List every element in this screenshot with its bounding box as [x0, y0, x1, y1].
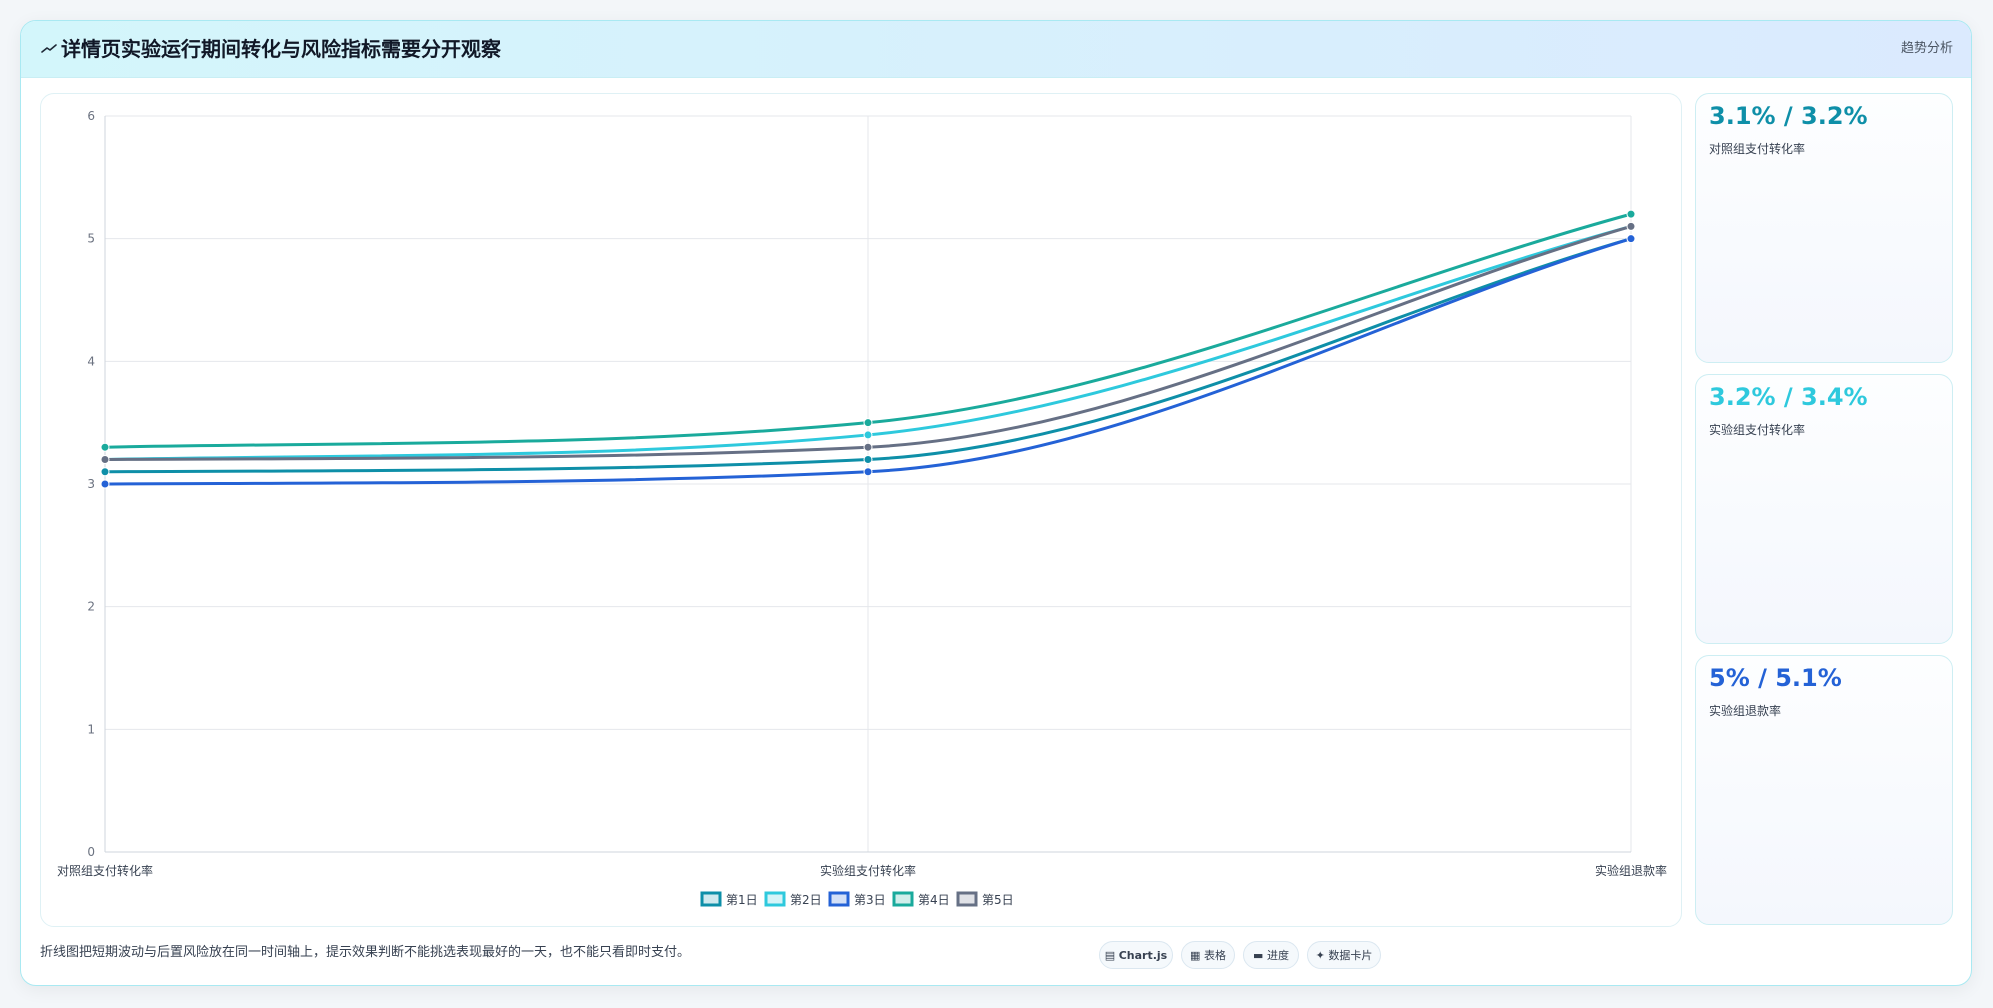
legend-swatch	[764, 891, 786, 907]
stat-label: 对照组支付转化率	[1709, 142, 1806, 156]
progress-chip[interactable]: ▬ 进度	[1243, 941, 1299, 969]
legend-swatch	[828, 891, 850, 907]
chartjs-chip[interactable]: ▤ Chart.js	[1099, 941, 1173, 969]
stat-label: 实验组支付转化率	[1709, 423, 1806, 437]
stat-card-3: 5% / 5.1% 实验组退款率	[1695, 655, 1953, 925]
series-5	[100, 221, 1636, 464]
data-point	[1626, 234, 1636, 244]
y-tick-label: 1	[87, 722, 95, 736]
series-4	[100, 209, 1636, 452]
legend-swatch	[956, 891, 978, 907]
stat-value: 3.1% / 3.2%	[1709, 102, 1868, 130]
stat-card-1: 3.1% / 3.2% 对照组支付转化率	[1695, 93, 1953, 363]
chip-label: 表格	[1203, 949, 1226, 962]
page-title: 详情页实验运行期间转化与风险指标需要分开观察	[61, 37, 501, 61]
legend-label: 第4日	[918, 893, 950, 907]
data-point	[863, 418, 873, 428]
card-header: 详情页实验运行期间转化与风险指标需要分开观察 趋势分析	[21, 21, 1971, 78]
table-chip[interactable]: ▦ 表格	[1181, 941, 1235, 969]
chip-label: 进度	[1266, 949, 1289, 962]
chip-label: 数据卡片	[1328, 949, 1373, 962]
chart-icon: ▤	[1104, 949, 1116, 962]
y-tick-label: 2	[87, 600, 95, 614]
y-tick-label: 3	[87, 477, 95, 491]
data-point	[863, 442, 873, 452]
data-point	[863, 430, 873, 440]
y-tick-label: 4	[87, 354, 95, 368]
y-tick-label: 0	[87, 845, 95, 859]
x-tick-label: 实验组退款率	[1595, 863, 1667, 878]
data-point	[1626, 209, 1636, 219]
sparkle-icon: ✦	[1315, 949, 1325, 962]
chip-label: Chart.js	[1118, 949, 1168, 962]
stat-value: 3.2% / 3.4%	[1709, 383, 1868, 411]
header-tag: 趋势分析	[1900, 41, 1953, 56]
data-card-chip[interactable]: ✦ 数据卡片	[1307, 941, 1381, 969]
data-point	[100, 467, 110, 477]
stat-value: 5% / 5.1%	[1709, 664, 1842, 692]
legend-label: 第3日	[854, 893, 886, 907]
chart-card: 详情页实验运行期间转化与风险指标需要分开观察 趋势分析 0 1 2 3 4 5 6 对照组支付…	[20, 20, 1972, 986]
legend-swatch	[700, 891, 722, 907]
data-point	[1626, 221, 1636, 231]
legend-label: 第1日	[726, 893, 758, 907]
data-point	[100, 454, 110, 464]
footer-note: 折线图把短期波动与后置风险放在同一时间轴上，提示效果判断不能挑选表现最好的一天，…	[40, 945, 691, 960]
table-icon: ▦	[1190, 949, 1201, 962]
y-tick-label: 6	[87, 109, 95, 123]
progress-icon: ▬	[1253, 949, 1264, 962]
data-point	[863, 454, 873, 464]
series-3	[100, 234, 1636, 489]
data-point	[863, 467, 873, 477]
legend-swatch	[892, 891, 914, 907]
stat-card-2: 3.2% / 3.4% 实验组支付转化率	[1695, 374, 1953, 644]
chart-panel: 0 1 2 3 4 5 6 对照组支付转化率 实验组支付转化率 实验组退款率第1日 第2日 第3日 第4…	[40, 93, 1682, 927]
trend-line-icon	[41, 44, 57, 53]
stat-label: 实验组退款率	[1709, 704, 1782, 718]
data-point	[100, 442, 110, 452]
y-tick-label: 5	[87, 232, 95, 246]
x-tick-label: 实验组支付转化率	[820, 863, 916, 878]
data-point	[100, 479, 110, 489]
legend-label: 第5日	[982, 893, 1014, 907]
x-tick-label: 对照组支付转化率	[57, 863, 153, 878]
legend-label: 第2日	[790, 893, 822, 907]
